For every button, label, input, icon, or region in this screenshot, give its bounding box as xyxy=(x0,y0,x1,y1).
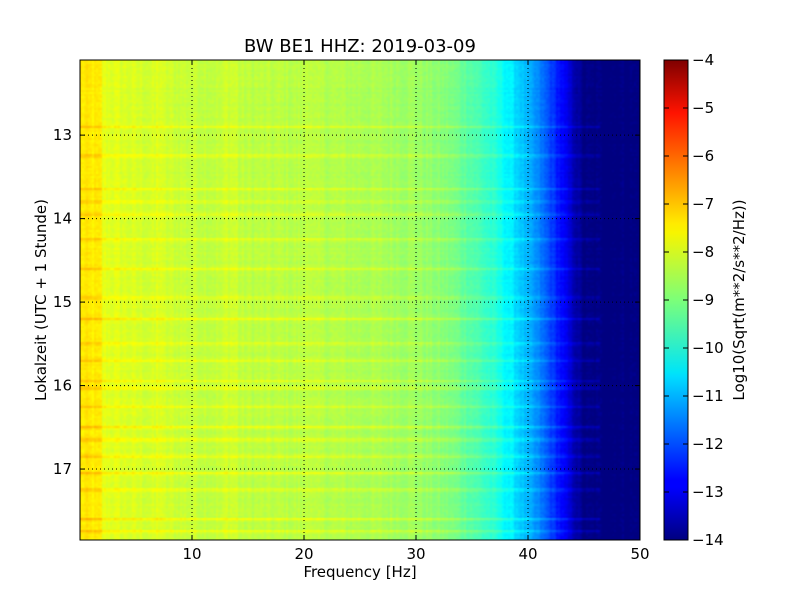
x-tick-label: 50 xyxy=(630,545,649,563)
x-tick-label: 20 xyxy=(294,545,313,563)
y-tick-label: 17 xyxy=(53,460,72,478)
colorbar-tick-label: −8 xyxy=(692,243,714,261)
spectrogram-heatmap xyxy=(80,60,640,540)
x-tick-label: 40 xyxy=(518,545,537,563)
x-tick-label: 30 xyxy=(406,545,425,563)
grid-lines xyxy=(80,60,640,540)
colorbar-tick-label: −11 xyxy=(692,387,724,405)
y-axis-ticks: 13 14 15 16 17 xyxy=(53,126,640,478)
colorbar-tick-label: −10 xyxy=(692,339,724,357)
heatmap-image xyxy=(80,60,640,540)
colorbar-tick-label: −14 xyxy=(692,531,724,549)
y-tick-label: 14 xyxy=(53,210,72,228)
y-tick-label: 16 xyxy=(53,377,72,395)
colorbar-tick-label: −5 xyxy=(692,99,714,117)
colorbar-tick-label: −9 xyxy=(692,291,714,309)
x-axis-ticks: 10 20 30 40 50 xyxy=(182,60,650,563)
y-tick-label: 13 xyxy=(53,126,72,144)
colorbar-tick-label: −7 xyxy=(692,195,714,213)
colorbar-ticks: −4 −5 −6 −7 −8 −9 −10 −11 −12 −13 −14 xyxy=(664,51,724,549)
colorbar-tick-label: −13 xyxy=(692,483,724,501)
colorbar-tick-label: −6 xyxy=(692,147,714,165)
y-axis-label: Lokalzeit (UTC + 1 Stunde) xyxy=(32,199,50,401)
colorbar-tick-label: −12 xyxy=(692,435,724,453)
chart-title: BW BE1 HHZ: 2019-03-09 xyxy=(244,36,476,57)
x-tick-label: 10 xyxy=(182,545,201,563)
plot-frame xyxy=(79,59,641,541)
colorbar-tick-label: −4 xyxy=(692,51,714,69)
x-axis-label: Frequency [Hz] xyxy=(303,563,416,581)
y-tick-label: 15 xyxy=(53,293,72,311)
colorbar-label: Log10(Sqrt(m**2/s**2/Hz)) xyxy=(730,199,748,400)
